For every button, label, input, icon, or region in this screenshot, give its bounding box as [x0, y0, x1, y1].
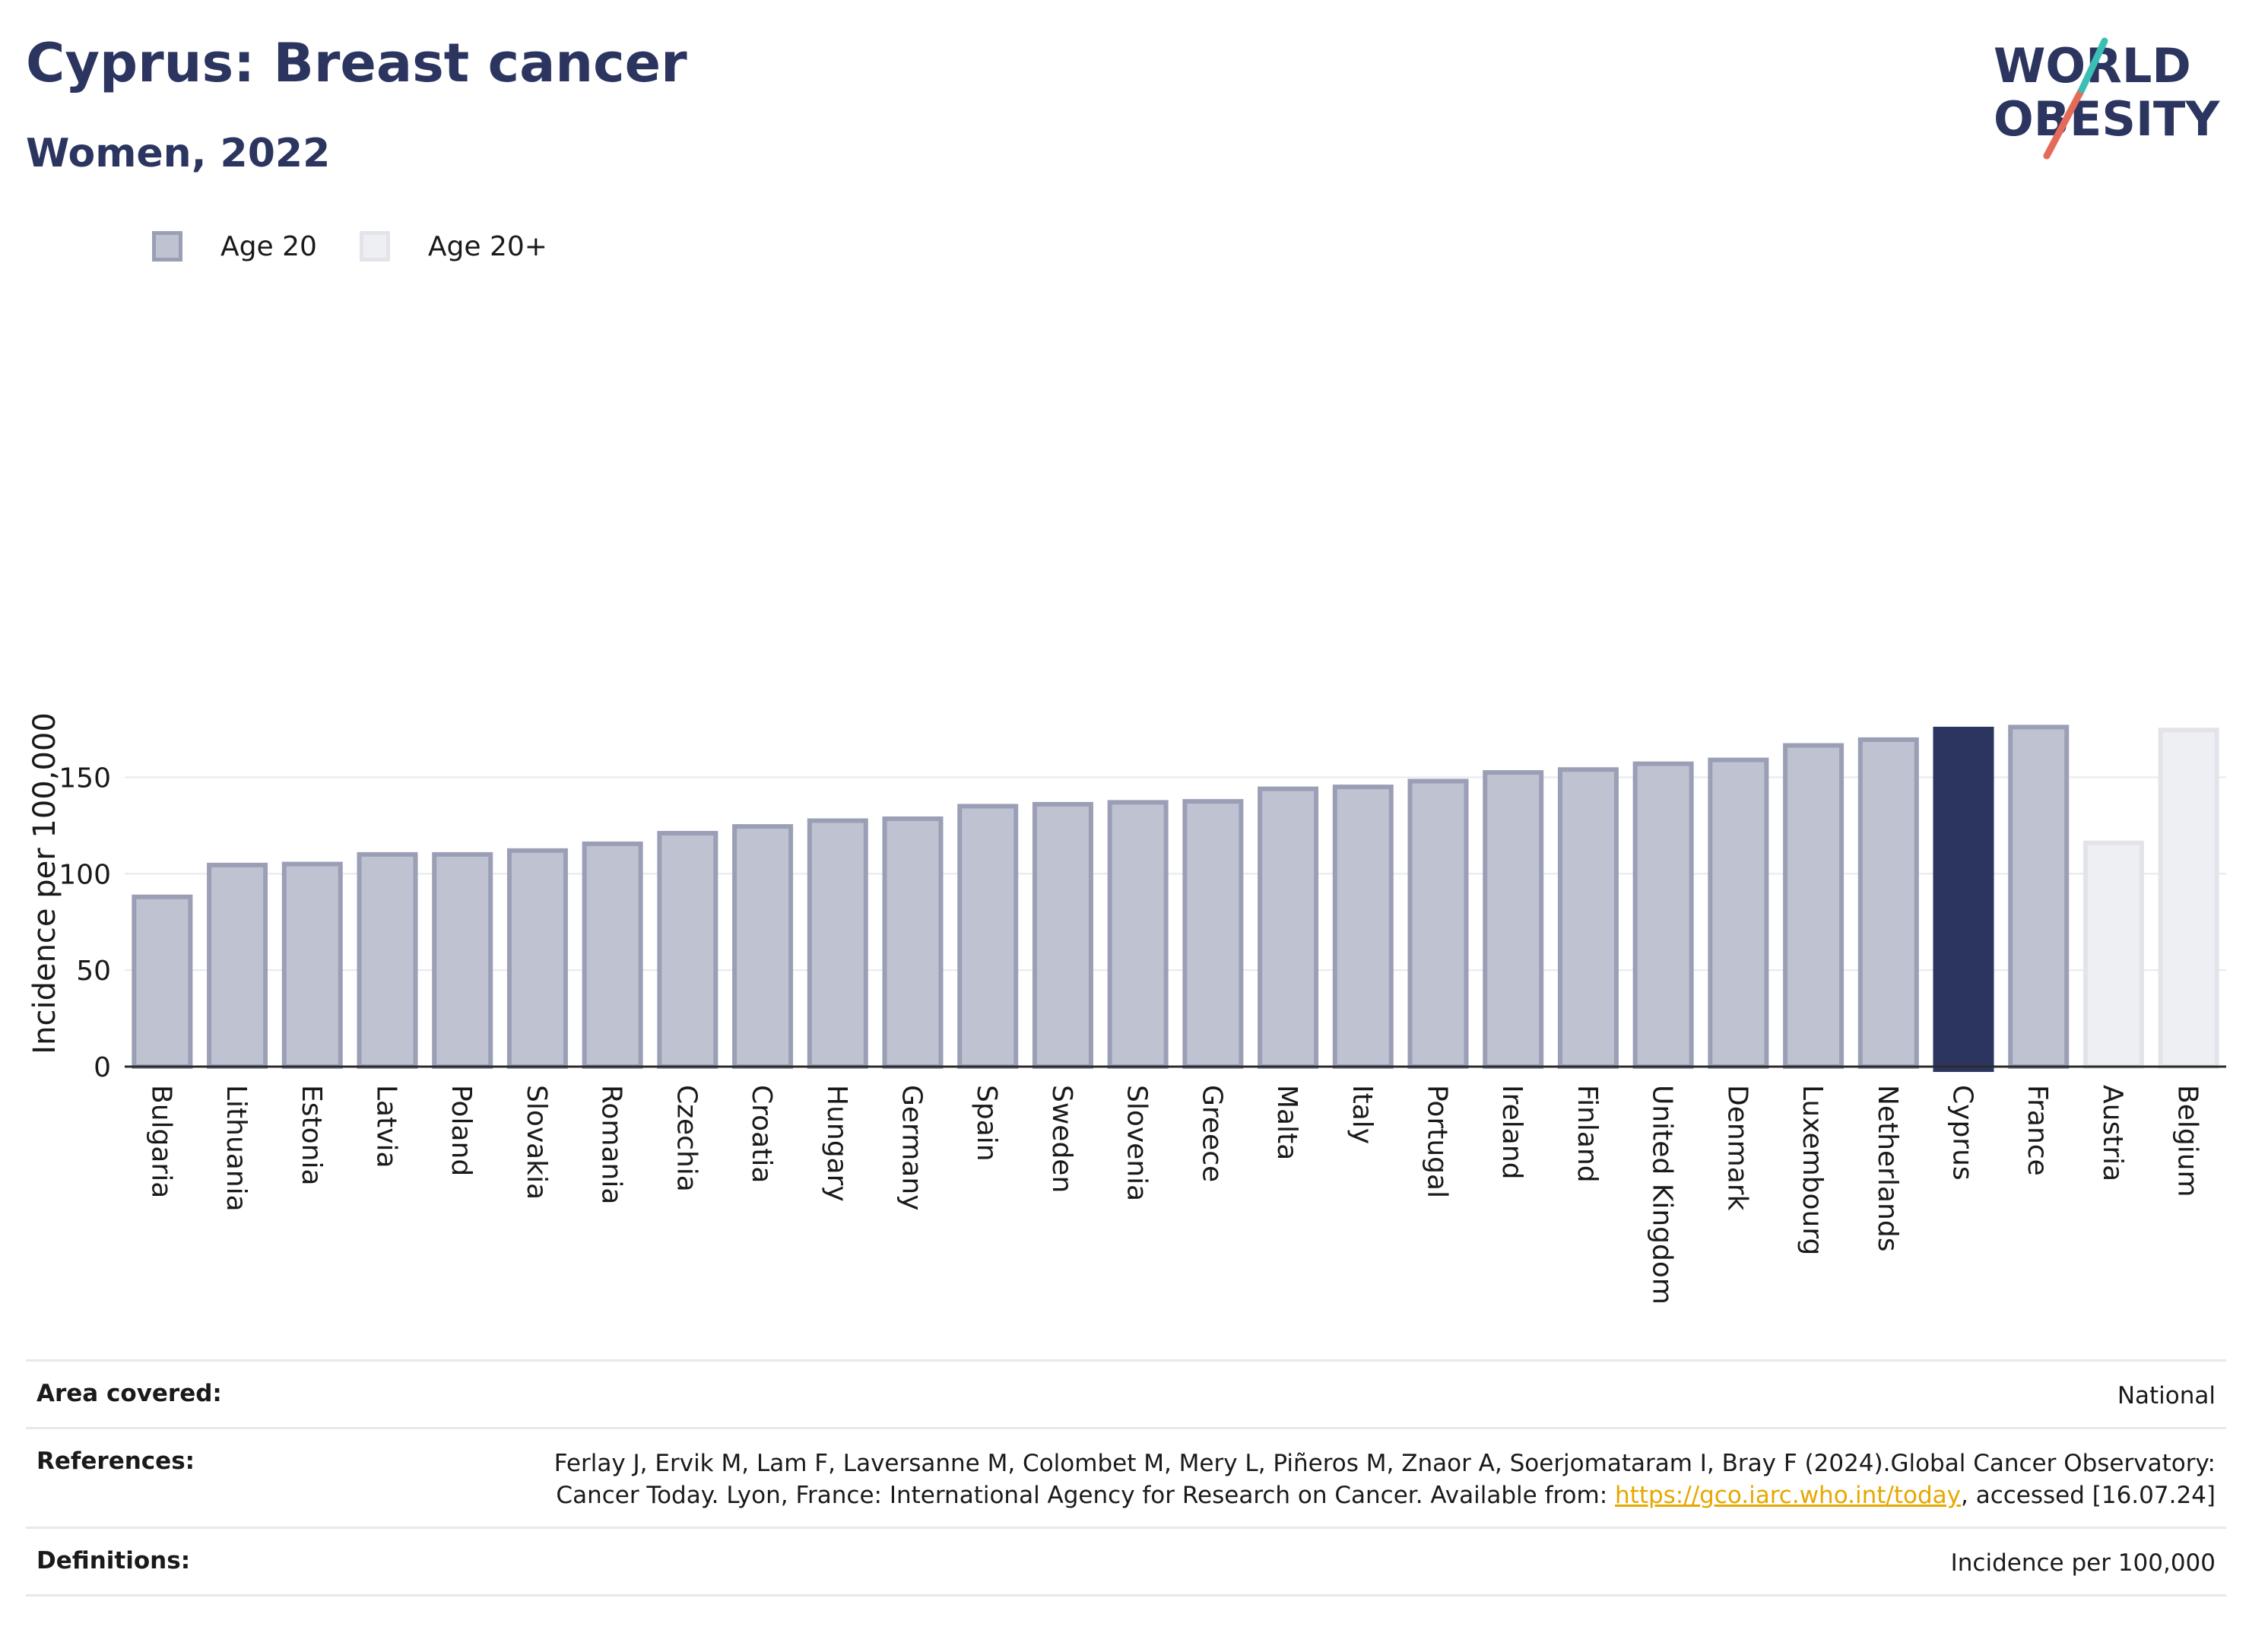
x-tick-label: France: [2022, 1085, 2053, 1176]
x-tick-label: Netherlands: [1872, 1085, 1903, 1251]
bar-belgium: [2158, 728, 2219, 1069]
x-tick-label: Luxembourg: [1797, 1085, 1828, 1255]
legend-swatch-age20: [152, 231, 182, 262]
bar-croatia: [732, 824, 794, 1069]
bar-bulgaria: [132, 894, 193, 1070]
bar-cyprus: [1933, 726, 1994, 1072]
x-tick-label: Malta: [1271, 1085, 1302, 1160]
legend-swatch-age20plus: [359, 231, 390, 262]
x-tick-label: Slovenia: [1121, 1085, 1153, 1201]
x-tick-label: Lithuania: [220, 1085, 252, 1212]
bar-lithuania: [207, 862, 268, 1069]
x-tick-label: Sweden: [1046, 1085, 1077, 1193]
bar-ireland: [1483, 770, 1544, 1069]
y-tick-label: 150: [59, 763, 111, 794]
x-tick-label: Poland: [446, 1085, 477, 1176]
info-table: Area covered: National References: Ferla…: [26, 1359, 2226, 1597]
y-tick-label: 50: [76, 956, 111, 987]
bar-hungary: [807, 818, 868, 1069]
x-tick-label: Cyprus: [1947, 1085, 1978, 1181]
references-tail: , accessed [16.07.24]: [1960, 1482, 2216, 1509]
bar-spain: [957, 804, 1019, 1069]
x-tick-label: Germany: [896, 1085, 928, 1210]
x-tick-label: Finland: [1572, 1085, 1603, 1183]
x-tick-label: Croatia: [746, 1085, 777, 1183]
info-row-references: References: Ferlay J, Ervik M, Lam F, La…: [26, 1427, 2226, 1527]
x-tick-label: Belgium: [2172, 1085, 2203, 1197]
bar-romania: [582, 841, 643, 1069]
x-tick-label: Estonia: [296, 1085, 327, 1186]
bar-estonia: [281, 861, 343, 1069]
bar-luxembourg: [1783, 743, 1845, 1069]
bar-malta: [1258, 786, 1319, 1069]
x-tick-label: United Kingdom: [1647, 1085, 1678, 1305]
bar-poland: [432, 851, 493, 1069]
page-title: Cyprus: Breast cancer: [26, 32, 687, 94]
bar-greece: [1182, 799, 1244, 1069]
bar-slovakia: [506, 848, 568, 1069]
y-tick-label: 100: [59, 859, 111, 890]
bar-finland: [1557, 767, 1619, 1069]
page-subtitle: Women, 2022: [26, 131, 331, 176]
bar-netherlands: [1857, 737, 1919, 1069]
y-axis-label: Incidence per 100,000: [27, 712, 62, 1054]
info-row-area: Area covered: National: [26, 1359, 2226, 1427]
x-tick-label: Portugal: [1422, 1085, 1453, 1198]
x-tick-label: Hungary: [821, 1085, 852, 1202]
x-tick-label: Czechia: [671, 1085, 702, 1192]
x-tick-label: Spain: [971, 1085, 1002, 1162]
references-text: Ferlay J, Ervik M, Lam F, Laversanne M, …: [554, 1450, 2216, 1509]
references-value: Ferlay J, Ervik M, Lam F, Laversanne M, …: [467, 1447, 2216, 1511]
x-tick-label: Bulgaria: [145, 1085, 176, 1198]
bar-united-kingdom: [1632, 761, 1694, 1069]
bar-portugal: [1407, 778, 1469, 1069]
logo-line2: OBESITY: [1994, 91, 2220, 147]
chart-legend: Age 20 Age 20+: [152, 227, 590, 266]
references-link[interactable]: https://gco.iarc.who.int/today: [1615, 1482, 1961, 1509]
world-obesity-logo: WORLD OBESITY: [1994, 37, 2220, 160]
legend-item-age20plus[interactable]: Age 20+: [359, 230, 547, 262]
x-tick-label: Slovakia: [521, 1085, 552, 1200]
bar-france: [2008, 725, 2070, 1070]
definitions-label: Definitions:: [36, 1547, 191, 1574]
bar-germany: [882, 816, 944, 1070]
area-value: National: [2117, 1382, 2216, 1409]
x-tick-label: Ireland: [1496, 1085, 1527, 1180]
x-tick-label: Greece: [1196, 1085, 1227, 1182]
bar-latvia: [357, 851, 418, 1069]
area-label: Area covered:: [36, 1380, 222, 1407]
legend-label-age20: Age 20: [220, 230, 317, 262]
x-tick-label: Romania: [596, 1085, 627, 1204]
info-row-definitions: Definitions: Incidence per 100,000: [26, 1527, 2226, 1597]
x-tick-label: Austria: [2097, 1085, 2128, 1181]
definitions-value: Incidence per 100,000: [1950, 1549, 2216, 1577]
references-label: References:: [36, 1447, 195, 1475]
y-tick-label: 0: [94, 1052, 111, 1083]
bar-slovenia: [1107, 800, 1169, 1069]
bar-denmark: [1708, 757, 1769, 1069]
x-tick-label: Italy: [1347, 1085, 1378, 1144]
bar-austria: [2082, 840, 2144, 1070]
x-tick-label: Latvia: [371, 1085, 402, 1168]
x-tick-label: Denmark: [1721, 1085, 1753, 1211]
legend-label-age20plus: Age 20+: [427, 230, 547, 262]
bar-italy: [1332, 785, 1394, 1069]
legend-item-age20[interactable]: Age 20: [152, 231, 317, 262]
bar-czechia: [657, 830, 718, 1070]
bar-sweden: [1032, 801, 1093, 1070]
